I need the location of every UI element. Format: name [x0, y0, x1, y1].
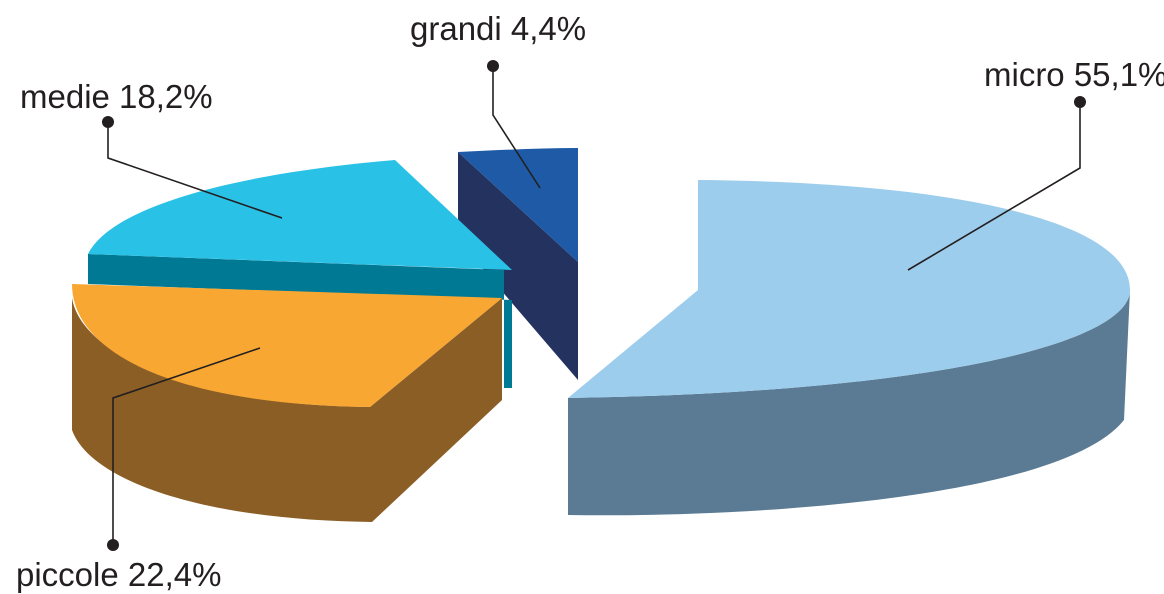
slice-piccole [72, 284, 502, 522]
slice-grandi [458, 148, 578, 380]
callout-dot-grandi [487, 60, 499, 72]
callout-line-grandi [492, 66, 541, 189]
slice-micro [568, 180, 1130, 516]
callout-line-medie [107, 122, 283, 219]
slice-medie-side [88, 254, 512, 388]
callout-dots [102, 60, 1086, 551]
callout-line-micro [907, 102, 1081, 271]
slice-grandi-top [458, 148, 578, 262]
label-medie: medie 18,2% [20, 78, 213, 115]
label-micro: micro 55,1% [984, 56, 1164, 93]
slice-grandi-side [458, 152, 578, 380]
slice-piccole-side [72, 298, 502, 522]
slice-medie [88, 160, 512, 388]
callout-line-piccole [112, 347, 261, 545]
callouts [107, 66, 1081, 545]
slice-piccole-top [72, 284, 502, 407]
callout-dot-medie [102, 116, 114, 128]
label-piccole: piccole 22,4% [16, 556, 221, 593]
slice-micro-side [568, 290, 1130, 516]
callout-dot-micro [1074, 96, 1086, 108]
slice-micro-top [568, 180, 1130, 398]
callout-dot-piccole [107, 539, 119, 551]
label-grandi: grandi 4,4% [410, 10, 586, 47]
slice-medie-top [88, 160, 512, 270]
